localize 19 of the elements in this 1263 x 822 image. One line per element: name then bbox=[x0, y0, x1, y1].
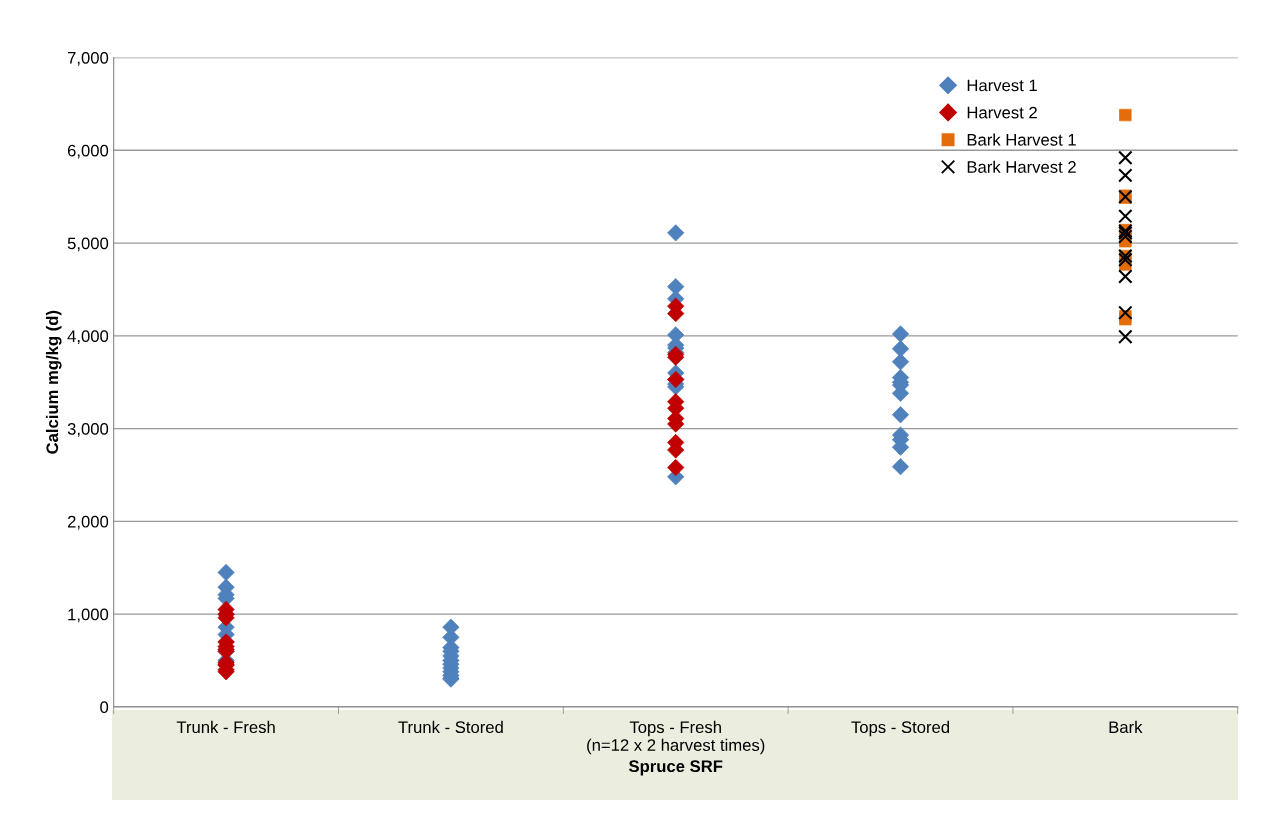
x-tick-label: Tops - Fresh (n=12 x 2 harvest times) bbox=[587, 720, 765, 755]
x-tick-label: Trunk - Stored bbox=[398, 720, 503, 734]
y-tick-label: 4,000 bbox=[67, 330, 109, 345]
y-axis-title: Calcium mg/kg (d) bbox=[45, 310, 62, 454]
y-tick-label: 1,000 bbox=[68, 608, 109, 623]
x-tick-label: Tops - Stored bbox=[851, 720, 950, 737]
legend-label: Harvest 1 bbox=[967, 79, 1037, 92]
legend-label: Bark Harvest 2 bbox=[967, 160, 1076, 173]
y-tick-label: 7,000 bbox=[67, 51, 109, 66]
y-tick-label: 5,000 bbox=[67, 237, 109, 252]
y-tick-label: 2,000 bbox=[67, 515, 109, 530]
legend-label: Harvest 2 bbox=[967, 106, 1037, 119]
y-tick-label: 3,000 bbox=[67, 423, 109, 437]
x-axis-title: Spruce SRF bbox=[628, 760, 723, 776]
y-tick-label: 0 bbox=[100, 701, 109, 714]
legend-label: Bark Harvest 1 bbox=[967, 133, 1076, 146]
y-tick-label: 6,000 bbox=[67, 144, 109, 159]
x-tick-label: Bark bbox=[1109, 720, 1143, 734]
x-tick-label: Trunk - Fresh bbox=[176, 720, 275, 734]
